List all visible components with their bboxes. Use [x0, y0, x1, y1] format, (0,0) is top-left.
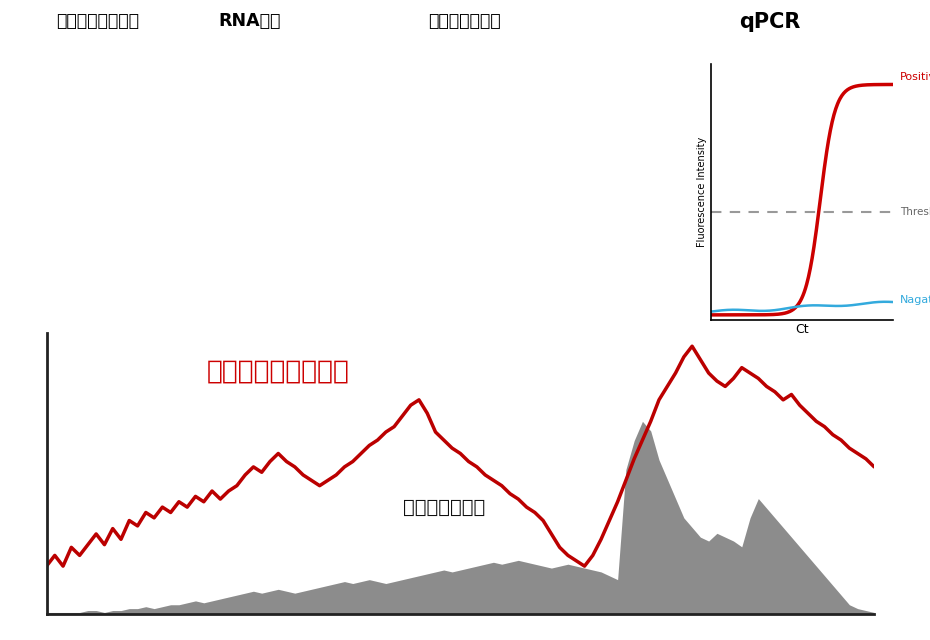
Text: qPCR: qPCR	[739, 12, 801, 32]
Text: RNA抽出: RNA抽出	[219, 12, 281, 30]
Text: Threshold: Threshold	[900, 207, 930, 218]
Text: 新規報告感染者: 新規報告感染者	[403, 498, 485, 517]
Y-axis label: Fluorescence Intensity: Fluorescence Intensity	[698, 137, 708, 247]
Text: Nagative: Nagative	[900, 294, 930, 305]
Text: 逆転写・前増幅: 逆転写・前増幅	[428, 12, 500, 30]
Text: 膜ろ過による捕捉: 膜ろ過による捕捉	[56, 12, 139, 30]
Text: Positive: Positive	[900, 72, 930, 82]
Text: 下水中ウイルス濃度: 下水中ウイルス濃度	[206, 358, 350, 384]
X-axis label: Ct: Ct	[795, 323, 809, 336]
